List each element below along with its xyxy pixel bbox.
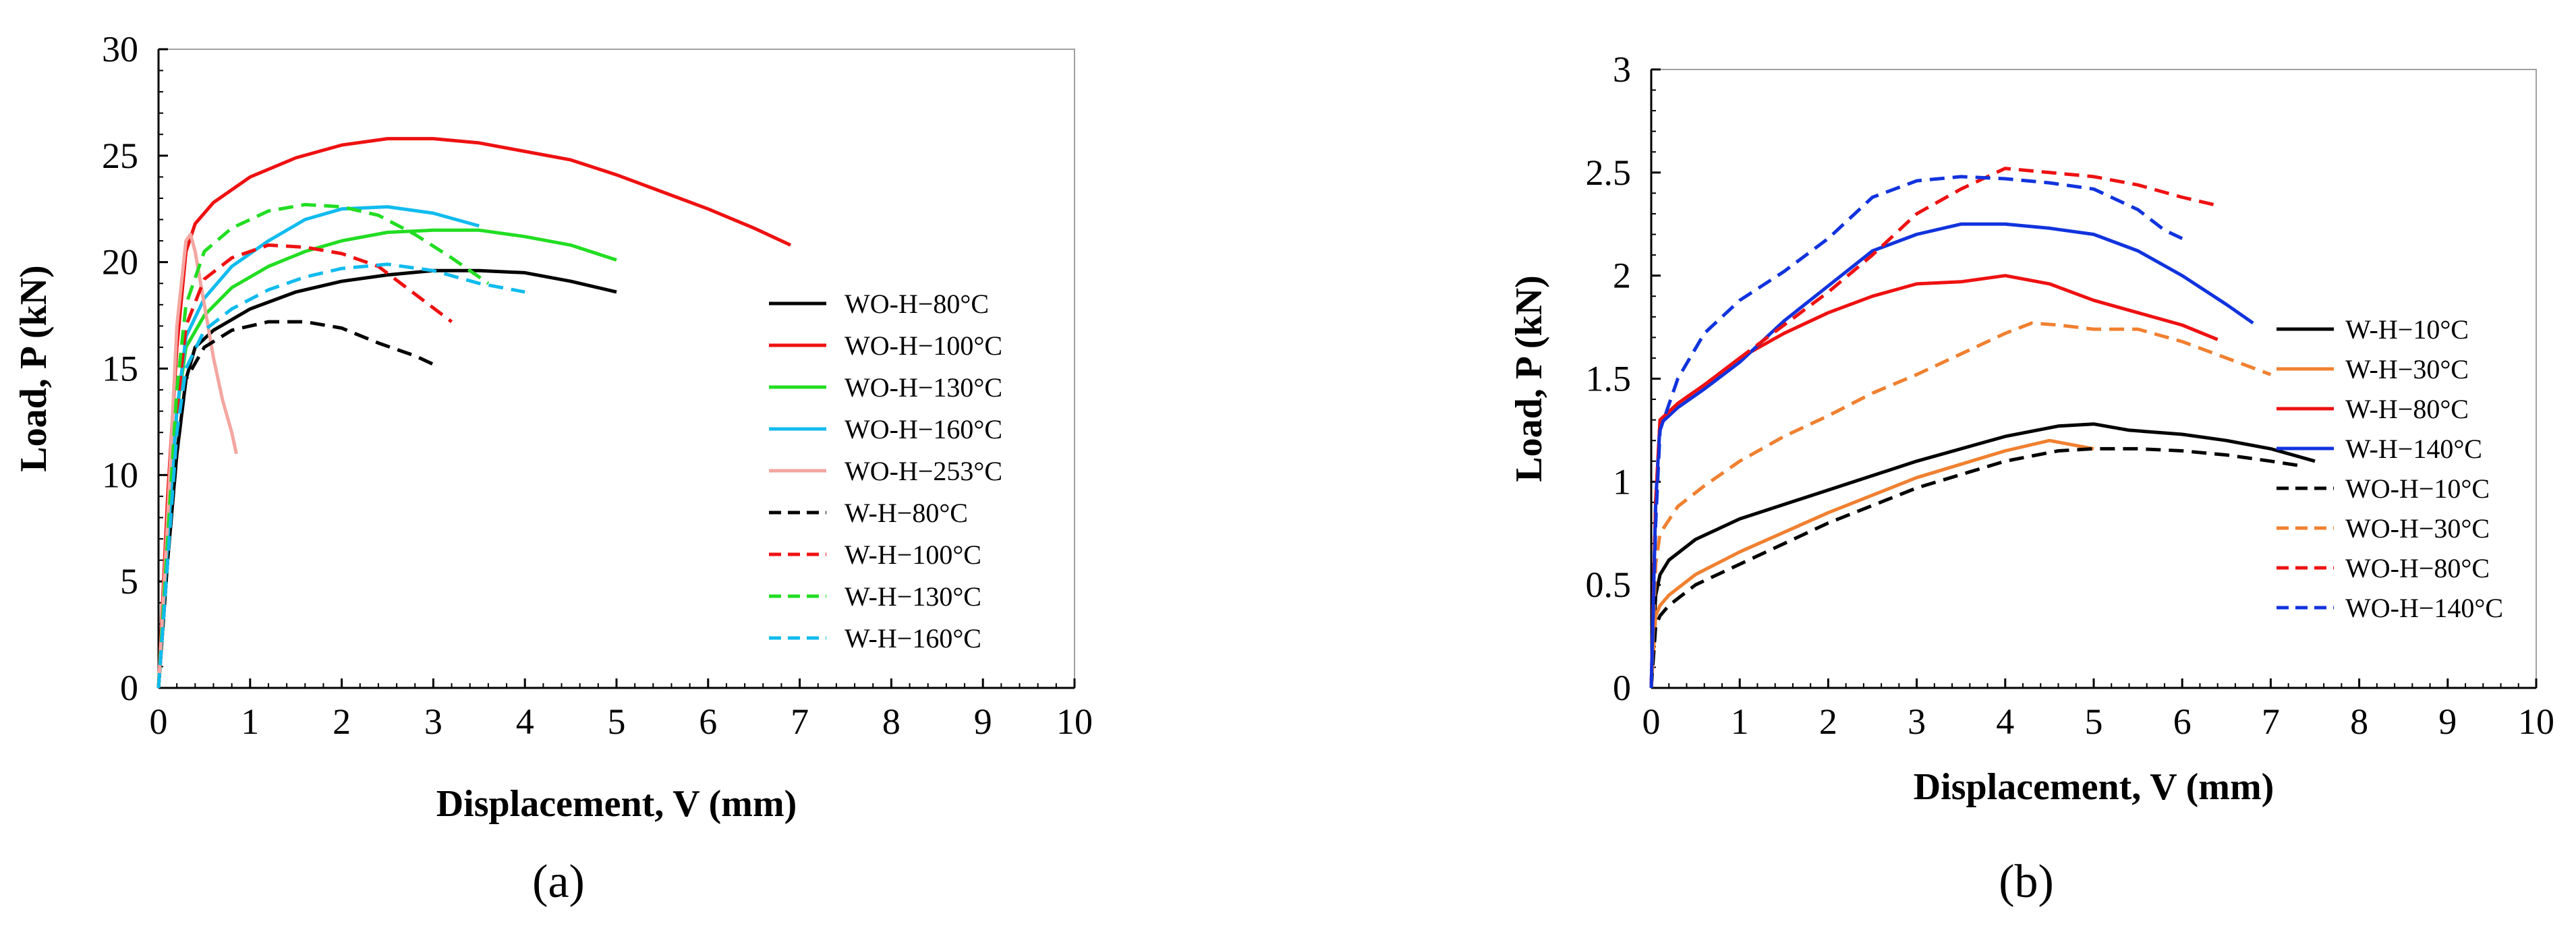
x-tick-label: 4 xyxy=(1996,701,2014,742)
y-tick-label: 2 xyxy=(1613,256,1631,296)
chart-a: 0 1 2 3 4 5 6 7 8 9 10 0 5 10 15 20 25 30 Displacement, V … xyxy=(13,29,1093,908)
x-tick-label: 6 xyxy=(699,701,717,742)
series-line-2 xyxy=(156,228,617,689)
y-tick-label: 0.5 xyxy=(1586,564,1632,605)
y-tick-label: 10 xyxy=(102,455,138,495)
legend-entry-2: WO-H−130°C xyxy=(845,372,1002,403)
series-line-0 xyxy=(1649,422,2316,689)
y-tick-label: 0 xyxy=(1613,668,1631,708)
legend-entry-6: W-H−100°C xyxy=(845,540,981,570)
legend-entry-2: W-H−80°C xyxy=(2345,394,2469,424)
legend-entry-3: W-H−140°C xyxy=(2345,434,2482,464)
x-tick-label: 7 xyxy=(791,701,809,742)
series-line-4 xyxy=(1649,446,2298,689)
series-line-6 xyxy=(1649,167,2219,689)
y-tick-label: 1.5 xyxy=(1586,359,1632,399)
legend-entry-8: W-H−160°C xyxy=(845,623,981,654)
x-tick-label: 3 xyxy=(424,701,442,742)
legend-entry-7: W-H−130°C xyxy=(845,581,981,612)
x-tick-label: 9 xyxy=(974,701,992,742)
series-line-7 xyxy=(1649,175,2183,689)
x-tick-label: 3 xyxy=(1908,701,1926,742)
x-tick-label: 5 xyxy=(608,701,626,742)
series-line-8 xyxy=(156,262,525,689)
x-tick-label: 1 xyxy=(241,701,259,742)
panel-label: (b) xyxy=(1999,856,2054,908)
x-tick-label: 0 xyxy=(150,701,168,742)
y-tick-label: 0 xyxy=(120,668,138,708)
series-line-5 xyxy=(156,320,434,689)
y-axis-title: Load, P (kN) xyxy=(1508,275,1550,482)
x-tick-label: 1 xyxy=(1731,701,1749,742)
legend-entry-1: W-H−30°C xyxy=(2345,354,2469,384)
x-tick-label: 5 xyxy=(2085,701,2103,742)
y-tick-label: 25 xyxy=(102,136,138,176)
x-tick-label: 8 xyxy=(882,701,900,742)
x-axis-title: Displacement, V (mm) xyxy=(436,783,797,825)
legend-entry-1: WO-H−100°C xyxy=(845,330,1002,361)
x-tick-label: 8 xyxy=(2350,701,2368,742)
y-tick-label: 15 xyxy=(102,349,138,389)
series-line-7 xyxy=(156,202,490,689)
series-line-3 xyxy=(1649,222,2254,689)
x-tick-label: 6 xyxy=(2173,701,2192,742)
x-tick-label: 7 xyxy=(2262,701,2280,742)
series-line-5 xyxy=(1649,321,2272,689)
legend-entry-6: WO-H−80°C xyxy=(2345,553,2490,583)
y-tick-label: 5 xyxy=(120,561,138,602)
x-tick-label: 2 xyxy=(1819,701,1837,742)
legend-entry-4: WO-H−10°C xyxy=(2345,473,2490,504)
x-tick-label: 10 xyxy=(1056,701,1093,742)
legend-entry-7: WO-H−140°C xyxy=(2345,593,2503,623)
y-tick-label: 20 xyxy=(102,242,138,283)
y-tick-label: 1 xyxy=(1613,461,1631,502)
legend-entry-5: WO-H−30°C xyxy=(2345,513,2490,544)
y-tick-label: 3 xyxy=(1613,49,1631,90)
legend-entry-0: W-H−10°C xyxy=(2345,314,2469,345)
series-line-6 xyxy=(156,243,453,689)
series-line-4 xyxy=(156,233,238,689)
x-tick-label: 0 xyxy=(1642,701,1661,742)
series-line-1 xyxy=(156,137,792,689)
series-line-1 xyxy=(1649,438,2094,689)
legend-entry-3: WO-H−160°C xyxy=(845,414,1002,444)
y-axis-title: Load, P (kN) xyxy=(13,265,55,472)
x-tick-label: 10 xyxy=(2518,701,2554,742)
x-axis-title: Displacement, V (mm) xyxy=(1914,766,2274,808)
legend-entry-0: WO-H−80°C xyxy=(845,289,989,319)
y-tick-label: 30 xyxy=(102,29,138,69)
legend-entry-4: WO-H−253°C xyxy=(845,456,1002,486)
x-tick-label: 9 xyxy=(2438,701,2457,742)
legend: WO-H−80°C WO-H−100°C WO-H−130°C WO-H−160°C W… xyxy=(769,289,1002,654)
x-tick-label: 4 xyxy=(516,701,534,742)
y-tick-label: 2.5 xyxy=(1586,152,1632,193)
legend-entry-5: W-H−80°C xyxy=(845,498,968,528)
legend: W-H−10°C W-H−30°C W-H−80°C W-H−140°C WO-H−10… xyxy=(2277,314,2503,623)
chart-b: 0 1 2 3 4 5 6 7 8 9 10 0 0.5 1 1.5 2 2.5 3 Displacement, V… xyxy=(1508,49,2554,908)
x-tick-label: 2 xyxy=(333,701,351,742)
panel-label: (a) xyxy=(532,856,585,908)
